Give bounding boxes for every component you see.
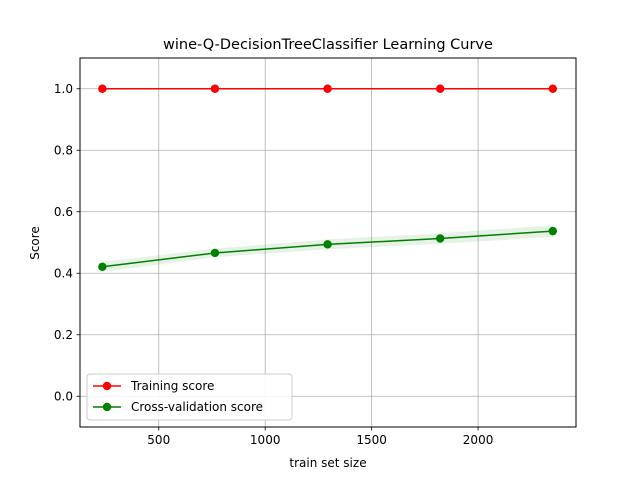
chart-title: wine-Q-DecisionTreeClassifier Learning C… (163, 37, 493, 53)
legend-box (86, 373, 293, 421)
plot-frame (79, 57, 577, 428)
legend-label-cv: Cross-validation score (131, 400, 263, 414)
y-tick-label: 1.0 (54, 82, 73, 96)
x-tick-label: 500 (147, 433, 170, 447)
cross-validation-score-point (323, 240, 332, 249)
training-score-point (98, 84, 107, 93)
legend-label-training: Training score (130, 379, 214, 393)
y-axis-label: Score (28, 226, 42, 260)
legend-marker-cv (102, 402, 112, 412)
y-tick-label: 0.6 (54, 205, 73, 219)
cross-validation-score-point (435, 234, 445, 243)
x-tick-label: 1000 (250, 433, 281, 447)
cross-validation-score-point (210, 248, 220, 258)
training-score-point (548, 84, 557, 93)
x-axis-label: train set size (289, 456, 366, 470)
y-axis-ticks: 0.0 0.2 0.4 0.6 0.8 1.0 (54, 82, 80, 404)
series-points (98, 84, 557, 271)
legend-marker-training (102, 381, 112, 391)
y-tick-label: 0.4 (54, 267, 73, 281)
training-score-point (435, 84, 445, 93)
x-tick-label: 1500 (356, 433, 387, 447)
x-tick-label: 2000 (463, 433, 494, 447)
legend: Training score Cross-validation score (86, 373, 293, 421)
training-score-point (323, 84, 332, 93)
cross-validation-score-point (98, 262, 107, 271)
training-score-point (210, 84, 220, 93)
cross-validation-score-point (548, 226, 557, 236)
y-tick-label: 0.0 (54, 390, 73, 404)
y-tick-label: 0.2 (54, 328, 73, 342)
x-axis-ticks: 500 1000 1500 2000 (147, 427, 493, 447)
y-tick-label: 0.8 (54, 144, 73, 158)
